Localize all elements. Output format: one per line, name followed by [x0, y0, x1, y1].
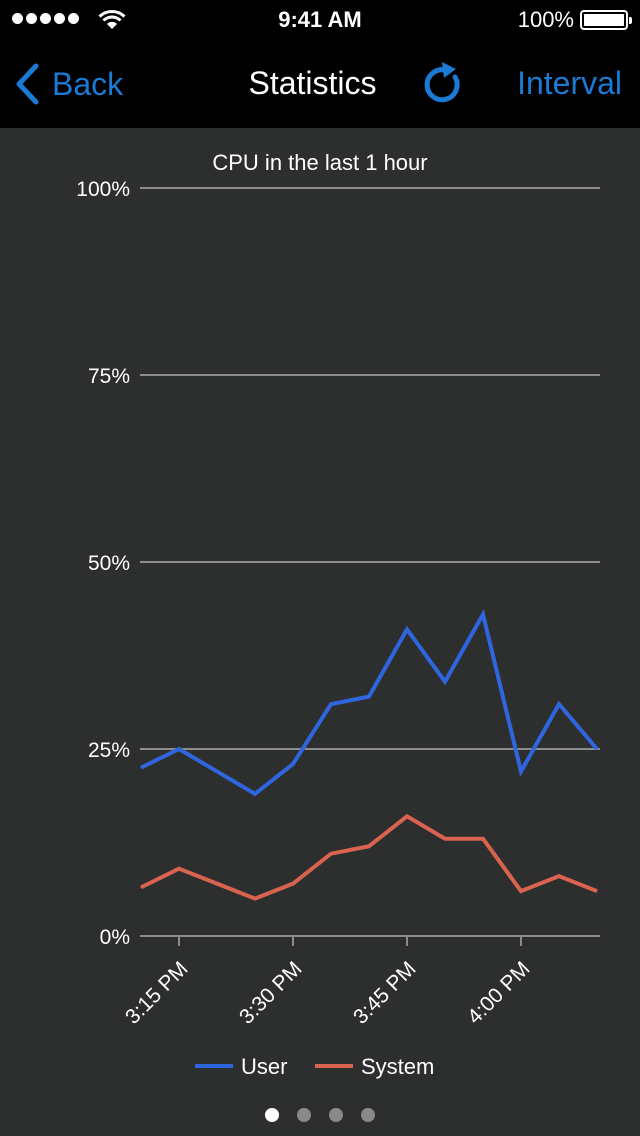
y-tick-label: 50%: [88, 552, 130, 575]
data-point-system: [520, 890, 522, 892]
refresh-icon[interactable]: [420, 60, 466, 108]
status-time: 9:41 AM: [278, 7, 362, 32]
page-title: Statistics: [248, 65, 377, 101]
data-point-system: [558, 875, 560, 877]
y-tick-label: 0%: [100, 926, 130, 949]
cpu-chart: CPU in the last 1 hour 0% 25% 50% 75% 100% 3:1…: [0, 128, 640, 1136]
legend-label-user: User: [241, 1054, 287, 1079]
data-point-system: [444, 838, 446, 840]
interval-button[interactable]: Interval: [517, 65, 622, 101]
y-tick-label: 100%: [76, 178, 130, 201]
data-point-user: [292, 763, 294, 765]
data-point-user: [520, 770, 522, 772]
data-point-system: [596, 890, 598, 892]
data-point-system: [292, 883, 294, 885]
navigation-bar: Back Statistics Interval: [0, 40, 640, 128]
x-tick-label: 3:15 PM: [121, 957, 193, 1029]
cpu-line-chart: CPU in the last 1 hour 0% 25% 50% 75% 100% 3:1…: [76, 150, 600, 1079]
series-line-user: [140, 608, 599, 797]
x-tick-label: 3:30 PM: [235, 957, 307, 1029]
data-point-user: [596, 748, 598, 750]
battery-icon: [580, 10, 632, 30]
data-point-user: [406, 628, 408, 630]
y-tick-label: 75%: [88, 365, 130, 388]
series-line-system: [140, 813, 598, 901]
y-tick-label: 25%: [88, 739, 130, 762]
x-tick-label: 4:00 PM: [463, 957, 535, 1029]
x-tick-label: 3:45 PM: [349, 957, 421, 1029]
data-point-user: [178, 748, 180, 750]
chart-title: CPU in the last 1 hour: [212, 150, 427, 175]
status-bar: 9:41 AM 100%: [0, 0, 640, 40]
data-point-system: [254, 898, 256, 900]
data-point-system: [330, 853, 332, 855]
page-dot[interactable]: [329, 1108, 343, 1122]
data-point-user: [140, 767, 142, 769]
data-point-system: [216, 883, 218, 885]
data-point-system: [140, 886, 142, 888]
page-dot[interactable]: [297, 1108, 311, 1122]
back-label: Back: [52, 65, 124, 102]
data-point-user: [330, 703, 332, 705]
data-point-user: [216, 770, 218, 772]
data-point-system: [482, 838, 484, 840]
data-point-user: [558, 703, 560, 705]
data-point-user: [444, 681, 446, 683]
chevron-left-icon: [16, 63, 39, 105]
page-indicator[interactable]: [0, 1108, 640, 1122]
data-point-user: [368, 696, 370, 698]
page-dot[interactable]: [265, 1108, 279, 1122]
signal-strength-icon: [12, 13, 79, 24]
legend-label-system: System: [361, 1054, 434, 1079]
data-point-system: [368, 845, 370, 847]
back-button[interactable]: Back: [14, 60, 123, 108]
data-point-user: [254, 793, 256, 795]
data-point-system: [406, 815, 408, 817]
wifi-icon: [98, 9, 126, 29]
data-point-system: [178, 868, 180, 870]
battery-percent: 100%: [517, 7, 574, 32]
data-point-user: [482, 613, 484, 615]
page-dot[interactable]: [361, 1108, 375, 1122]
